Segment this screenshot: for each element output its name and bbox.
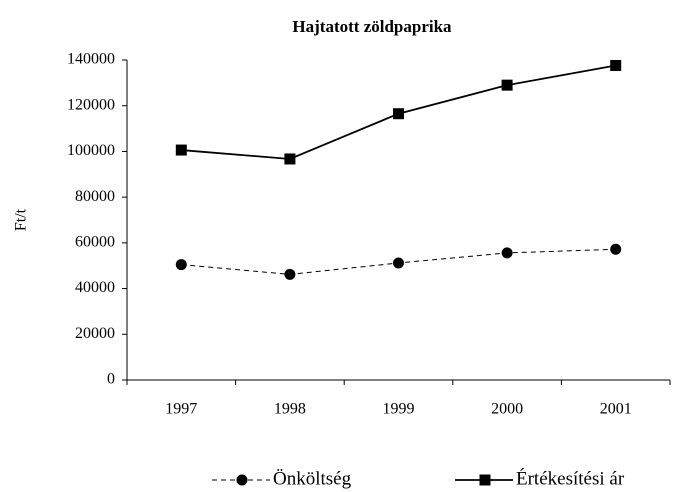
y-axis-label: Ft/t [13,208,30,231]
legend-label: Önköltség [273,468,352,489]
marker [175,144,187,156]
x-tick-label: 1997 [165,401,197,418]
legend-marker [236,474,248,486]
x-tick-label: 2000 [491,401,523,418]
y-tick-label: 0 [107,371,115,388]
y-tick-label: 80000 [75,188,115,205]
marker [175,259,187,271]
y-tick-label: 20000 [75,325,115,342]
y-tick-label: 100000 [67,142,115,159]
marker [393,257,404,269]
y-tick-label: 60000 [75,234,115,251]
marker [610,59,622,71]
y-tick-label: 140000 [67,51,115,68]
x-tick-label: 1998 [274,401,306,418]
marker [501,79,513,91]
x-tick-label: 1999 [383,401,415,418]
x-tick-label: 2001 [600,401,632,418]
marker [393,108,404,120]
marker [284,268,296,280]
chart-title: Hajtatott zöldpaprika [292,17,452,36]
marker [501,247,513,259]
legend-label: Értékesítési ár [516,467,625,489]
marker [284,153,296,165]
y-tick-label: 120000 [67,96,115,113]
legend-marker [479,474,491,486]
y-tick-label: 40000 [75,279,115,296]
marker [610,243,622,255]
